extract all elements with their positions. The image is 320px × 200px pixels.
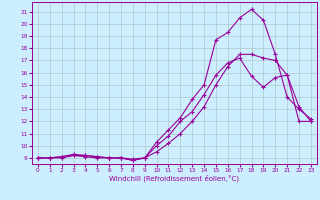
X-axis label: Windchill (Refroidissement éolien,°C): Windchill (Refroidissement éolien,°C) bbox=[109, 175, 239, 182]
